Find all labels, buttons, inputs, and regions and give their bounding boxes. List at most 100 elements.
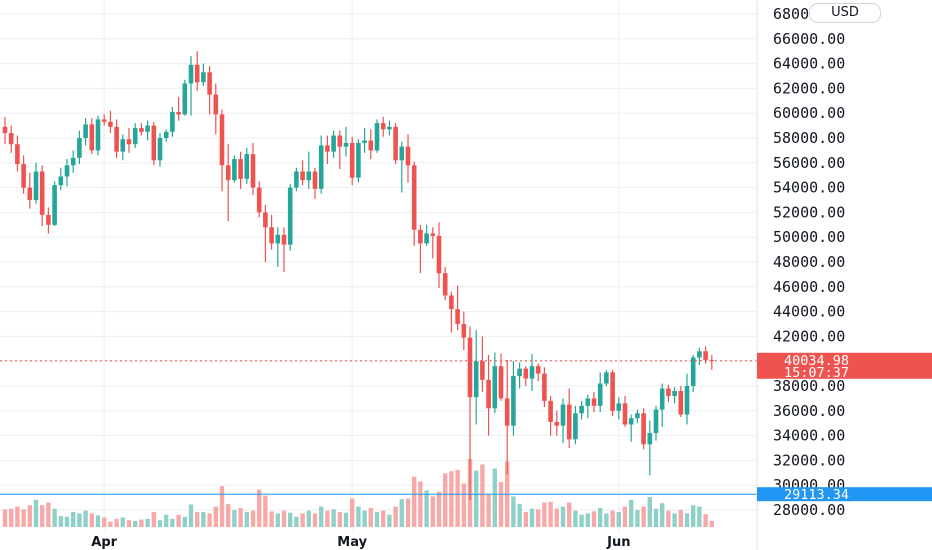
candle-body (461, 324, 467, 338)
volume-bar (331, 509, 336, 527)
candle (418, 224, 423, 274)
price-tick-label: 42000.00 (773, 327, 845, 345)
volume-bar (436, 491, 442, 527)
volume-bar (430, 496, 435, 527)
candle (21, 155, 26, 194)
volume-bar (629, 499, 634, 527)
candle (523, 366, 529, 386)
candle-body (312, 171, 318, 189)
price-axis[interactable]: 68000.0066000.0064000.0062000.0060000.00… (773, 5, 845, 519)
candle-body (473, 361, 479, 398)
candle (480, 336, 485, 393)
candle-body (560, 404, 566, 426)
candle (641, 408, 646, 450)
volume-bar (567, 502, 572, 527)
candle-body (207, 72, 212, 95)
candle (256, 181, 262, 218)
volume-bar (9, 508, 14, 527)
volume-bar (133, 520, 138, 527)
candle (46, 207, 51, 234)
candle-body (492, 366, 498, 409)
volume-bar (343, 512, 349, 527)
candle-body (529, 366, 535, 379)
candle-body (101, 119, 107, 122)
candle (504, 359, 510, 475)
candle-body (170, 111, 175, 132)
candle-body (424, 233, 429, 244)
candle-body (300, 171, 305, 181)
candle-body (213, 94, 219, 115)
candle (628, 414, 634, 442)
candle-body (46, 214, 51, 225)
candle-body (504, 398, 510, 426)
volume-bar (232, 510, 237, 527)
candle-body (566, 404, 572, 440)
volume-bar (418, 481, 423, 527)
volume-bar (486, 494, 491, 527)
candle-body (610, 372, 615, 411)
currency-selector[interactable]: USD (809, 3, 881, 23)
candle-body (430, 233, 436, 236)
volume-bar (226, 503, 231, 527)
candle-body (597, 383, 603, 406)
volume-bar (58, 516, 63, 527)
price-tick-label: 34000.00 (773, 427, 845, 445)
candle-body (318, 145, 324, 189)
volume-bar (362, 510, 367, 527)
candle-body (163, 131, 169, 138)
volume-bar (511, 496, 516, 527)
candle (213, 83, 219, 135)
candle (95, 115, 101, 156)
volume-bar (684, 513, 690, 527)
candle-body (535, 366, 541, 374)
candle-body (343, 142, 349, 147)
candle-body (83, 124, 88, 138)
candle (2, 116, 8, 145)
candle (33, 162, 39, 204)
candle (331, 130, 336, 158)
volume-bar (33, 499, 39, 527)
volume-bar (616, 512, 621, 527)
volume-bar (610, 510, 615, 527)
candle (120, 134, 126, 161)
candle-body (108, 121, 113, 127)
candle (39, 165, 45, 227)
candle (312, 167, 318, 199)
candle (194, 51, 200, 91)
volume-bar (145, 518, 150, 527)
candle-body (690, 357, 696, 386)
candle (653, 405, 659, 441)
candle (672, 387, 677, 404)
candle-body (356, 142, 361, 178)
price-tick-label: 38000.00 (773, 377, 845, 395)
bar-countdown: 15:07:37 (784, 365, 849, 381)
candle (163, 129, 169, 142)
candle (337, 130, 343, 169)
price-tick-label: 46000.00 (773, 278, 845, 296)
candle-body (77, 138, 82, 158)
volume-bar (164, 514, 169, 527)
volume-bar (498, 482, 504, 527)
volume-bar (288, 512, 293, 527)
candle-body (455, 309, 460, 324)
candle (269, 214, 274, 250)
volume-bar (250, 510, 256, 527)
candle-body (585, 398, 591, 406)
volume-bar (356, 506, 361, 527)
candle (604, 369, 609, 386)
candle-body (263, 212, 268, 228)
time-axis[interactable]: Apr May Jun (91, 535, 630, 550)
candle (647, 420, 653, 476)
volume-bar (95, 515, 101, 527)
candle-body (256, 187, 262, 213)
candle (616, 397, 622, 420)
volume-bar (412, 476, 417, 527)
volume-bar (312, 513, 318, 527)
volume-bar (660, 503, 665, 527)
volume-bar (703, 514, 708, 527)
candle (666, 384, 671, 403)
candle (449, 291, 454, 333)
candle-body (2, 126, 8, 134)
volume-bar (542, 502, 547, 527)
